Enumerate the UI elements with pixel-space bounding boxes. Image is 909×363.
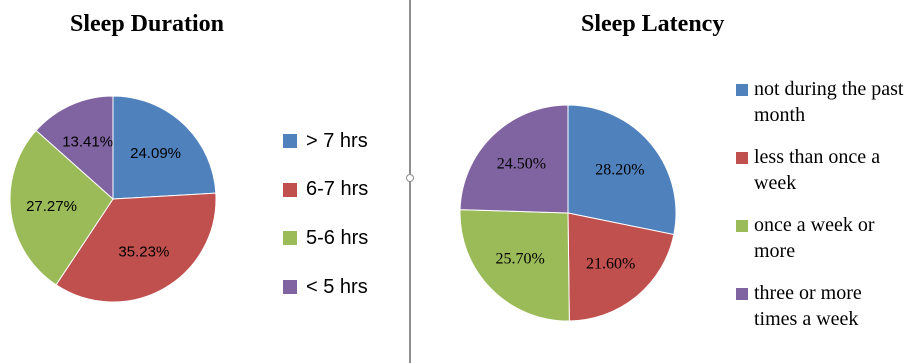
legend-label: not during the past month	[754, 78, 904, 126]
legend-swatch	[283, 280, 297, 295]
chart-title-sleep-duration: Sleep Duration	[70, 11, 225, 37]
sleep-latency-legend: not during the past month less than once…	[736, 76, 906, 348]
legend-swatch	[283, 182, 297, 197]
legend-item-duration-3: < 5 hrs	[283, 263, 368, 312]
pie2-slice-2	[459, 209, 570, 322]
legend-swatch	[736, 220, 748, 232]
pie1-data-label-3: 13.41%	[62, 133, 113, 150]
pie1-slice-2	[9, 129, 114, 286]
legend-label: once a week or more	[754, 214, 875, 262]
legend-item-duration-0: > 7 hrs	[283, 117, 368, 166]
legend-label: three or more times a week	[754, 282, 862, 330]
pie1-slice-1	[55, 192, 217, 303]
legend-item-latency-0: not during the past month	[736, 76, 906, 144]
pie2-slice-3	[459, 104, 569, 214]
pie2-data-label-0: 28.20%	[595, 161, 644, 178]
legend-label: less than once a week	[754, 146, 881, 194]
legend-swatch	[736, 84, 748, 96]
pie2-slice-0	[567, 104, 677, 236]
pie1-data-label-1: 35.23%	[118, 244, 169, 261]
sleep-duration-legend: > 7 hrs 6-7 hrs 5-6 hrs < 5 hrs	[283, 117, 368, 311]
legend-label: > 7 hrs	[306, 129, 368, 152]
legend-item-latency-3: three or more times a week	[736, 280, 906, 348]
pie1-data-label-2: 27.27%	[26, 198, 77, 215]
legend-item-latency-1: less than once a week	[736, 144, 906, 212]
legend-swatch	[736, 288, 748, 300]
legend-item-duration-1: 6-7 hrs	[283, 166, 368, 215]
legend-swatch	[283, 231, 297, 246]
pie2-slice-1	[567, 212, 675, 322]
legend-item-latency-2: once a week or more	[736, 212, 906, 280]
pie2-data-label-2: 25.70%	[496, 251, 545, 268]
pie1-slice-3	[35, 95, 114, 201]
legend-item-duration-2: 5-6 hrs	[283, 214, 368, 263]
legend-label: 6-7 hrs	[306, 178, 369, 201]
legend-swatch	[283, 134, 297, 149]
pie1-data-label-0: 24.09%	[130, 145, 181, 162]
legend-label: 5-6 hrs	[306, 226, 369, 249]
pie2-data-label-1: 21.60%	[586, 255, 635, 272]
pie2-data-label-3: 24.50%	[497, 156, 546, 173]
divider-handle[interactable]	[406, 174, 414, 182]
pie1-slice-0	[112, 95, 217, 200]
legend-label: < 5 hrs	[306, 275, 368, 298]
chart-title-sleep-latency: Sleep Latency	[581, 11, 725, 37]
legend-swatch	[736, 152, 748, 164]
